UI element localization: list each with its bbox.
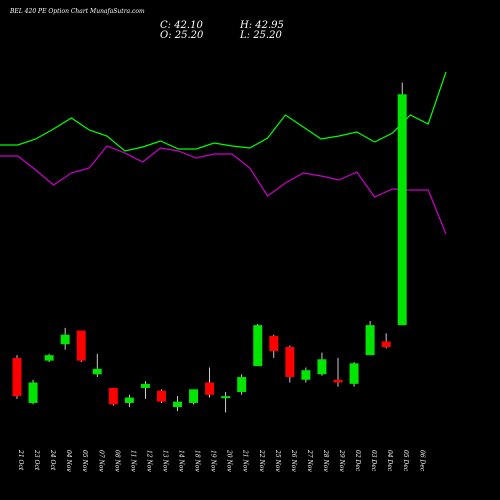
candle — [253, 323, 263, 367]
x-tick-label: 07 Nov — [97, 450, 104, 472]
low-value: L: 25.20 — [240, 30, 282, 41]
candle — [92, 353, 102, 378]
candle — [124, 394, 134, 408]
candle — [205, 367, 215, 398]
x-tick-label: 05 Nov — [81, 450, 88, 472]
x-tick-label: 18 Nov — [194, 450, 201, 472]
x-tick-label: 05 Dec — [402, 450, 409, 472]
chart-title: BEL 420 PE Option Chart MunafaSutra.com — [10, 8, 145, 15]
x-tick-label: 04 Dec — [386, 450, 393, 472]
candles — [12, 82, 407, 413]
candle-body — [301, 370, 311, 380]
candle — [76, 330, 86, 362]
x-tick-label: 26 Nov — [290, 449, 297, 472]
candle — [381, 333, 391, 349]
candle-body — [60, 334, 70, 345]
candle-body — [140, 383, 150, 388]
candle — [44, 353, 54, 362]
x-tick-label: 22 Nov — [258, 449, 265, 472]
candle-body — [44, 355, 54, 361]
candle-body — [173, 401, 182, 408]
x-tick-label: 13 Nov — [161, 450, 168, 472]
candle-body — [205, 382, 215, 395]
candle — [333, 357, 343, 387]
x-tick-label: 04 Nov — [65, 450, 72, 472]
candle — [173, 396, 182, 412]
candle-body — [269, 336, 279, 352]
x-tick-label: 11 Nov — [129, 450, 136, 472]
x-tick-label: 02 Dec — [354, 450, 361, 472]
x-tick-label: 27 Nov — [306, 449, 313, 472]
candle-body — [317, 359, 327, 375]
x-tick-label: 14 Nov — [178, 450, 185, 472]
x-tick-label: 20 Nov — [226, 449, 233, 472]
candle-body — [253, 325, 263, 367]
x-tick-label: 23 Oct — [33, 449, 40, 471]
x-tick-label: 03 Dec — [370, 450, 377, 472]
x-tick-label: 19 Nov — [210, 450, 217, 472]
x-tick-label: 28 Nov — [322, 449, 329, 472]
candle — [221, 392, 231, 413]
candle — [108, 387, 118, 406]
candle-body — [76, 330, 86, 361]
x-tick-label: 12 Nov — [145, 450, 152, 472]
candle-body — [12, 357, 22, 397]
magenta-indicator-line — [0, 145, 447, 235]
candle — [60, 327, 70, 350]
candle-body — [237, 377, 247, 393]
candle — [285, 345, 295, 383]
candle-body — [221, 396, 231, 399]
x-axis-ticks: 21 Oct 23 Oct 24 Oct 04 Nov 05 Nov 07 Nov 08 N… — [17, 449, 425, 472]
candle — [269, 334, 279, 358]
candle — [156, 389, 166, 403]
candle-body — [285, 346, 295, 378]
candle — [365, 321, 375, 356]
candle-body — [333, 379, 343, 383]
indicator-lines — [0, 71, 447, 235]
candle-body — [156, 390, 166, 402]
candle-body — [189, 389, 199, 403]
candle — [189, 389, 199, 405]
candle — [12, 355, 22, 399]
candle-body — [349, 363, 359, 384]
x-tick-label: 24 Oct — [49, 449, 56, 471]
green-indicator-line — [0, 71, 447, 152]
candle — [349, 362, 359, 387]
x-tick-label: 21 Oct — [17, 449, 24, 471]
x-tick-label: 29 Nov — [338, 449, 345, 472]
candle-body — [365, 325, 375, 356]
candle — [301, 367, 311, 383]
open-value: O: 25.20 — [160, 30, 204, 41]
candle — [317, 352, 327, 376]
candle — [237, 374, 247, 395]
candle-body — [381, 341, 391, 347]
x-tick-label: 06 Dec — [418, 450, 425, 472]
candle-body — [92, 368, 102, 375]
candle — [28, 379, 38, 405]
candle-body — [108, 387, 118, 405]
candle-body — [124, 397, 134, 403]
close-value: C: 42.10 — [160, 20, 203, 31]
candle — [397, 82, 407, 326]
x-tick-label: 08 Nov — [113, 450, 120, 472]
x-tick-label: 25 Nov — [274, 449, 281, 472]
high-value: H: 42.95 — [240, 20, 284, 31]
x-tick-label: 21 Nov — [242, 449, 249, 472]
candle-body — [28, 382, 38, 403]
candle-body — [397, 94, 407, 326]
candle — [140, 381, 150, 399]
